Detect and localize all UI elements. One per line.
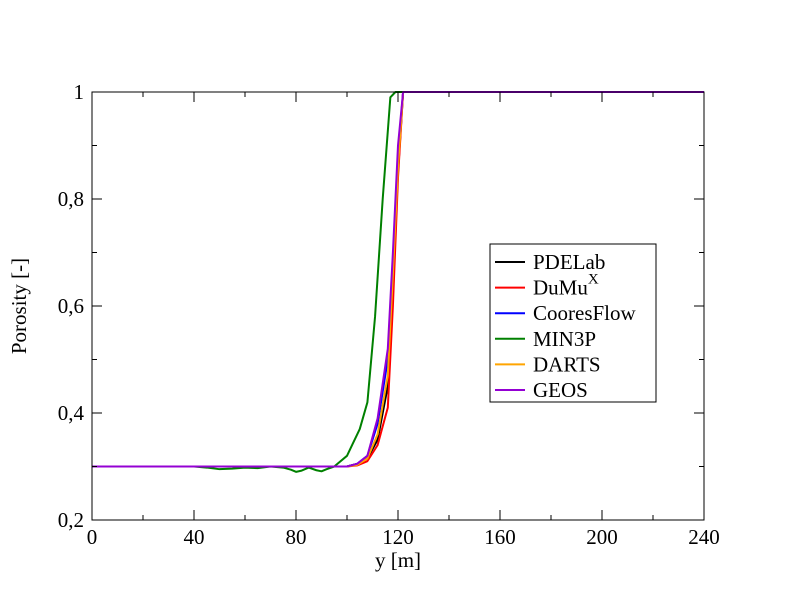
x-tick-label: 80 [286, 525, 307, 549]
series-layer [92, 91, 704, 473]
y-tick-label: 0,4 [58, 401, 85, 425]
legend-label: PDELab [533, 250, 605, 274]
x-tick-label: 120 [382, 525, 414, 549]
x-axis-label: y [m] [375, 548, 421, 572]
y-tick-label: 0,8 [58, 187, 84, 211]
x-tick-label: 240 [688, 525, 720, 549]
legend-label-superscript: X [588, 272, 599, 288]
x-tick-label: 200 [586, 525, 618, 549]
y-axis-label: Porosity [-] [7, 258, 31, 354]
legend-label: GEOS [533, 378, 588, 402]
y-tick-label: 0,6 [58, 294, 84, 318]
x-tick-label: 160 [484, 525, 516, 549]
x-tick-label: 40 [184, 525, 205, 549]
x-tick-label: 0 [87, 525, 98, 549]
y-tick-label: 0,2 [58, 508, 84, 532]
legend-label: CooresFlow [533, 301, 637, 325]
y-tick-label: 1 [74, 80, 85, 104]
series-line-min3p [92, 91, 704, 473]
series-line-geos [92, 91, 704, 468]
legend-box [489, 243, 657, 403]
legend-label: MIN3P [533, 327, 596, 351]
ticks-layer: 0 40 80 120 160 200 240 0,2 0,4 0,6 0,8 1 [58, 80, 720, 549]
legend-label: DARTS [533, 352, 601, 376]
